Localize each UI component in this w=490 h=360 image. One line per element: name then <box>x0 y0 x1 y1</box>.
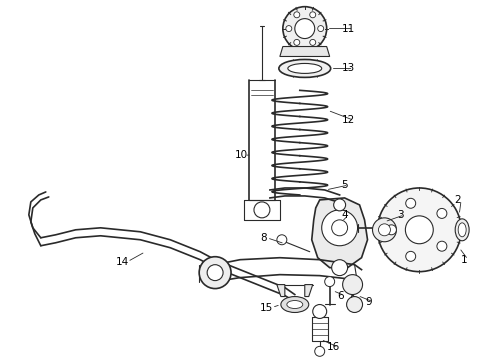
Ellipse shape <box>455 219 469 241</box>
Circle shape <box>437 208 447 219</box>
Polygon shape <box>312 198 368 268</box>
Circle shape <box>318 26 324 32</box>
Circle shape <box>377 188 461 272</box>
Text: 2: 2 <box>454 195 461 205</box>
Ellipse shape <box>458 223 466 237</box>
Ellipse shape <box>287 301 303 309</box>
Circle shape <box>387 225 396 235</box>
Ellipse shape <box>281 297 309 312</box>
Text: 13: 13 <box>342 63 355 73</box>
Circle shape <box>294 12 300 18</box>
Circle shape <box>295 19 315 39</box>
Circle shape <box>294 39 300 45</box>
Text: 10: 10 <box>235 150 248 160</box>
Circle shape <box>199 257 231 289</box>
Text: 6: 6 <box>338 291 344 301</box>
Circle shape <box>283 7 327 50</box>
Ellipse shape <box>288 63 322 73</box>
Circle shape <box>313 305 327 319</box>
Text: 5: 5 <box>342 180 348 190</box>
Circle shape <box>372 218 396 242</box>
Text: 8: 8 <box>260 233 267 243</box>
Text: 3: 3 <box>397 210 404 220</box>
Circle shape <box>277 235 287 245</box>
Circle shape <box>378 224 391 236</box>
Circle shape <box>310 39 316 45</box>
Text: 14: 14 <box>116 257 129 267</box>
Text: 12: 12 <box>342 115 355 125</box>
Circle shape <box>310 12 316 18</box>
Circle shape <box>334 199 345 211</box>
Circle shape <box>207 265 223 280</box>
Text: 1: 1 <box>461 255 468 265</box>
Text: 11: 11 <box>342 24 355 33</box>
Polygon shape <box>305 285 313 297</box>
Ellipse shape <box>279 59 331 77</box>
Circle shape <box>332 220 347 236</box>
Circle shape <box>346 297 363 312</box>
Circle shape <box>437 241 447 251</box>
Circle shape <box>315 346 325 356</box>
Circle shape <box>254 202 270 218</box>
Circle shape <box>286 26 292 32</box>
Circle shape <box>406 251 416 261</box>
Text: 15: 15 <box>260 302 273 312</box>
Circle shape <box>325 276 335 287</box>
Circle shape <box>322 210 358 246</box>
Polygon shape <box>277 285 285 297</box>
Circle shape <box>405 216 433 244</box>
Circle shape <box>332 260 347 276</box>
Circle shape <box>406 198 416 208</box>
Text: 4: 4 <box>342 210 348 220</box>
Text: 16: 16 <box>327 342 340 352</box>
Circle shape <box>343 275 363 294</box>
Polygon shape <box>280 46 330 57</box>
Text: 9: 9 <box>366 297 372 306</box>
